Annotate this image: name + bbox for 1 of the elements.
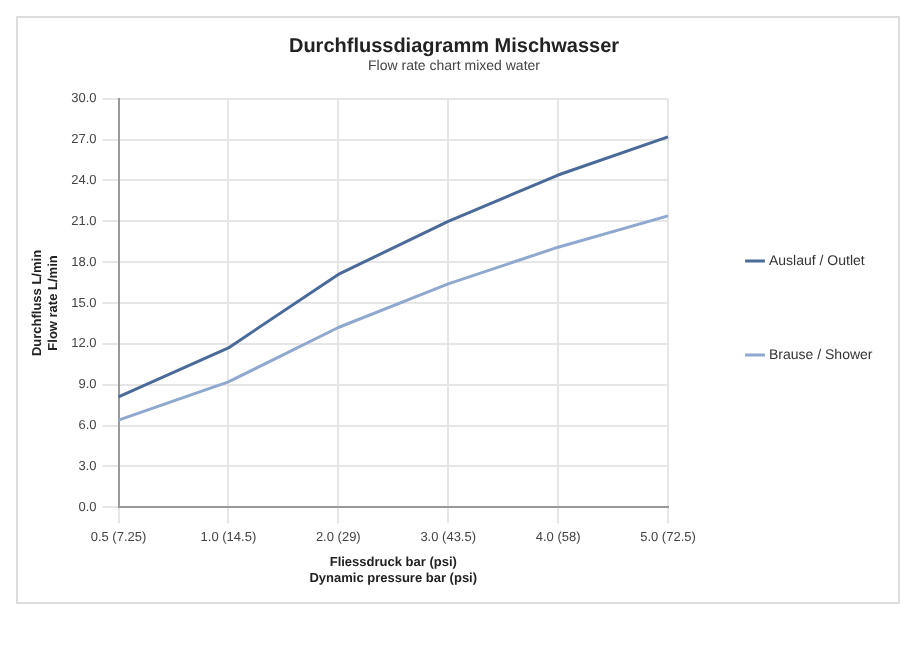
chart-title: Durchflussdiagramm Mischwasser [288,35,620,58]
